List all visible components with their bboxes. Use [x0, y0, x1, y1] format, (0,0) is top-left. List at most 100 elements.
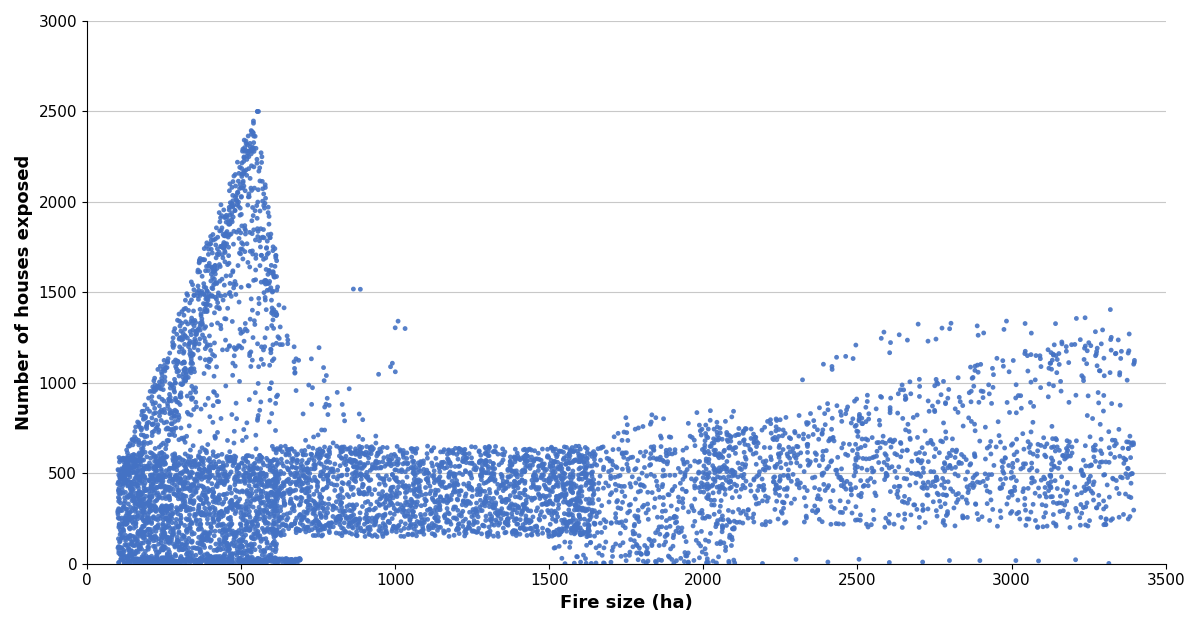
- Point: [386, 451, 406, 461]
- Point: [108, 505, 127, 515]
- Point: [773, 497, 792, 507]
- Point: [254, 556, 274, 566]
- Point: [251, 468, 270, 478]
- Point: [432, 457, 451, 467]
- Point: [239, 451, 258, 461]
- Point: [247, 494, 266, 504]
- Point: [931, 390, 950, 400]
- Point: [342, 457, 361, 467]
- Point: [258, 554, 277, 564]
- Point: [1032, 475, 1051, 485]
- Point: [373, 474, 392, 484]
- Point: [274, 488, 293, 498]
- Point: [131, 456, 150, 466]
- Point: [234, 557, 253, 567]
- Point: [808, 505, 827, 515]
- Point: [133, 470, 152, 480]
- Point: [721, 477, 740, 487]
- Point: [1124, 438, 1144, 448]
- Point: [774, 498, 793, 508]
- Point: [232, 282, 251, 292]
- Point: [205, 278, 224, 288]
- Point: [995, 324, 1014, 334]
- Point: [131, 500, 150, 510]
- Point: [148, 490, 167, 500]
- Point: [174, 460, 193, 470]
- Point: [198, 294, 217, 304]
- Point: [715, 489, 734, 499]
- Point: [562, 499, 581, 509]
- Point: [136, 400, 155, 410]
- Point: [144, 477, 163, 487]
- Point: [126, 554, 145, 564]
- Point: [241, 547, 260, 557]
- Point: [241, 539, 260, 549]
- Point: [545, 528, 564, 538]
- Point: [317, 471, 336, 481]
- Point: [556, 494, 575, 504]
- Point: [449, 524, 468, 534]
- Point: [629, 555, 648, 565]
- Point: [550, 524, 569, 534]
- Point: [198, 440, 217, 450]
- Point: [876, 513, 895, 523]
- Point: [623, 452, 642, 462]
- Point: [577, 540, 596, 551]
- Point: [916, 517, 935, 527]
- Point: [456, 500, 475, 510]
- Point: [749, 498, 768, 508]
- Point: [157, 549, 176, 559]
- Point: [472, 475, 491, 485]
- Point: [642, 488, 661, 498]
- Point: [415, 494, 434, 504]
- Point: [154, 532, 173, 542]
- Point: [1044, 350, 1063, 360]
- Point: [228, 187, 247, 198]
- Point: [371, 526, 390, 536]
- Point: [722, 524, 742, 534]
- Point: [125, 540, 144, 551]
- Point: [479, 528, 498, 538]
- Point: [234, 453, 253, 463]
- Point: [848, 462, 868, 472]
- Point: [300, 491, 319, 501]
- Point: [512, 466, 532, 477]
- Point: [166, 507, 185, 517]
- Point: [144, 556, 163, 566]
- Point: [268, 487, 287, 497]
- Point: [184, 504, 203, 514]
- Point: [550, 500, 569, 510]
- Point: [1091, 419, 1110, 429]
- Point: [348, 471, 367, 481]
- Point: [266, 492, 286, 502]
- Point: [851, 515, 870, 525]
- Point: [257, 453, 276, 463]
- Point: [539, 499, 558, 509]
- Point: [1021, 440, 1040, 450]
- Point: [139, 498, 158, 508]
- Point: [685, 441, 704, 451]
- Point: [214, 497, 233, 507]
- Point: [269, 332, 288, 342]
- Point: [122, 551, 142, 561]
- Point: [203, 514, 222, 524]
- Point: [571, 530, 590, 540]
- Point: [130, 554, 149, 564]
- Point: [181, 354, 200, 364]
- Point: [360, 522, 379, 532]
- Point: [1043, 434, 1062, 444]
- Point: [145, 485, 164, 495]
- Point: [575, 458, 594, 468]
- Point: [953, 511, 972, 521]
- Point: [484, 471, 503, 481]
- Point: [707, 435, 726, 445]
- Point: [836, 351, 856, 361]
- Point: [205, 530, 224, 540]
- Point: [305, 523, 324, 533]
- Point: [536, 476, 556, 486]
- Point: [581, 537, 600, 547]
- Point: [1075, 341, 1094, 351]
- Point: [444, 504, 463, 514]
- Point: [394, 448, 413, 458]
- Point: [191, 515, 210, 525]
